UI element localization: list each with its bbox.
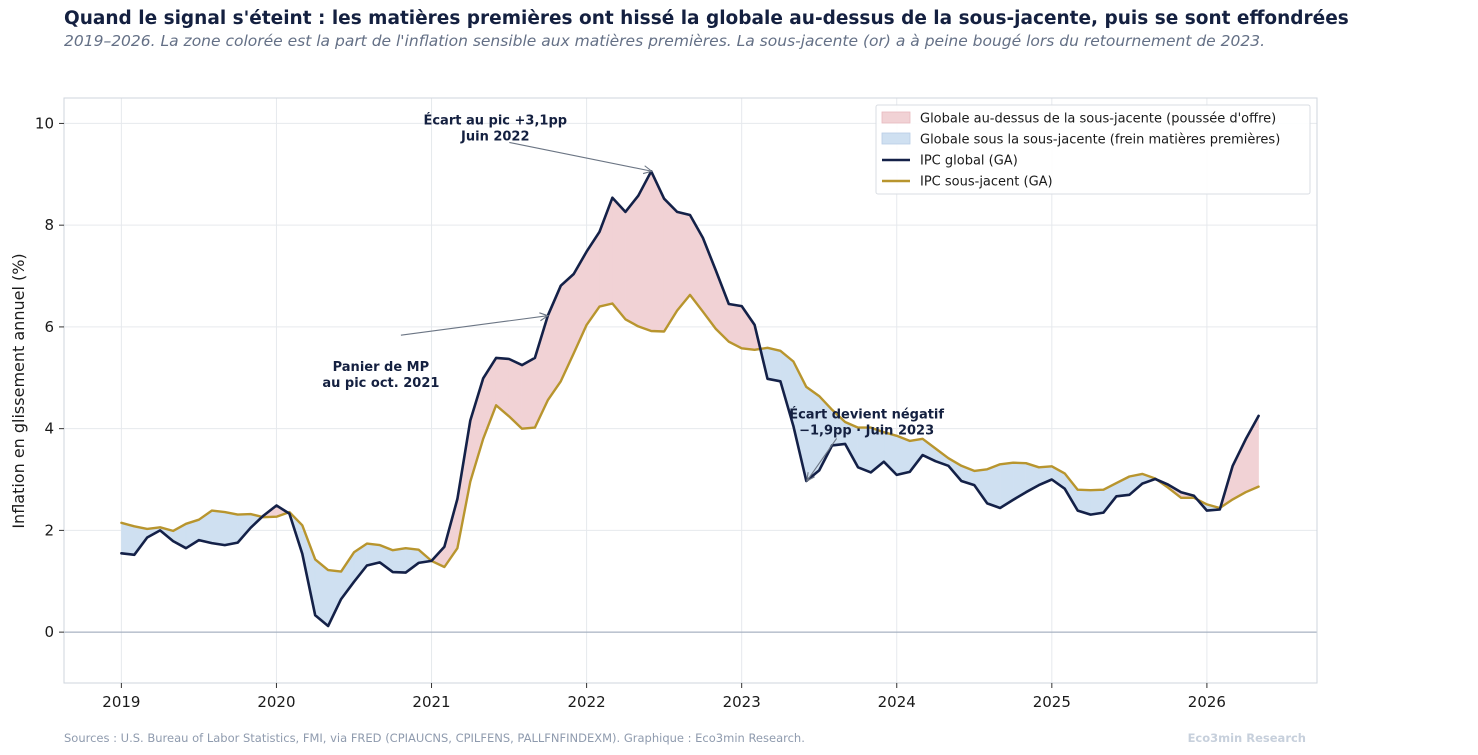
fill-below-segment	[224, 511, 238, 546]
legend-box	[875, 104, 1311, 195]
annotation-text: Panier de MP	[333, 360, 430, 375]
annotation-arrowhead	[539, 312, 550, 322]
fill-above-segment	[741, 305, 755, 351]
legend-item-above: Globale au-dessus de la sous-jacente (po…	[881, 111, 1276, 127]
annotation-text: −1,9pp · Juin 2023	[799, 423, 934, 438]
gap-fill-area	[121, 171, 1259, 627]
annotation-arrowhead	[642, 165, 653, 175]
legend: Globale au-dessus de la sous-jacente (po…	[875, 104, 1311, 195]
fill-below-segment	[909, 438, 923, 473]
legend-item-below: Globale sous la sous-jacente (frein mati…	[881, 132, 1280, 148]
legend-label: IPC global (GA)	[920, 154, 1018, 169]
y-axis-label: Inflation en glissement annuel (%)	[9, 253, 28, 528]
annotation-text: Juin 2022	[460, 129, 530, 144]
x-tick-label: 2020	[257, 693, 295, 711]
y-tick-label: 0	[44, 623, 54, 641]
annotation-arrow	[509, 141, 652, 172]
x-tick-label: 2025	[1033, 693, 1071, 711]
x-tick-label: 2024	[878, 693, 916, 711]
annotation-gap-negative: Écart devient négatif−1,9pp · Juin 2023	[789, 406, 944, 483]
x-tick-label: 2019	[102, 693, 140, 711]
legend-swatch	[881, 111, 911, 124]
fill-below-segment	[392, 547, 406, 573]
legend-label: Globale au-dessus de la sous-jacente (po…	[920, 112, 1276, 127]
brand-watermark: Eco3min Research	[1187, 731, 1306, 745]
fill-above-segment	[1232, 439, 1246, 500]
legend-swatch	[881, 132, 911, 145]
headline-cpi-line	[120, 170, 1260, 628]
y-tick-label: 4	[44, 420, 54, 438]
y-tick-label: 10	[35, 114, 54, 132]
x-tick-label: 2023	[723, 693, 761, 711]
x-tick-label: 2021	[412, 693, 450, 711]
annotation-arrowhead	[806, 472, 815, 483]
fill-above-segment	[625, 194, 639, 327]
chart-subtitle: 2019–2026. La zone colorée est la part d…	[64, 32, 1266, 50]
x-tick-label: 2022	[568, 693, 606, 711]
fill-below-segment	[896, 435, 910, 476]
annotation-text: Écart devient négatif	[789, 406, 944, 422]
axis-ticks: 2019 2020 2021 2022 2023 2024 2025 2026 0 2 4 6 8 10	[35, 114, 1226, 711]
annotation-arrow	[400, 315, 548, 336]
y-tick-label: 6	[44, 318, 54, 336]
x-tick-label: 2026	[1188, 693, 1226, 711]
annotation-text: au pic oct. 2021	[322, 376, 439, 391]
fill-below-segment	[986, 463, 1001, 509]
fill-above-segment	[521, 357, 536, 429]
chart-title: Quand le signal s'éteint : les matières …	[64, 8, 1349, 29]
fill-below-segment	[327, 569, 342, 627]
fill-below-segment	[1090, 489, 1104, 515]
core-cpi-line	[120, 293, 1260, 573]
fill-below-segment	[121, 522, 135, 556]
source-note: Sources : U.S. Bureau of Labor Statistic…	[64, 731, 805, 745]
grid	[64, 98, 1317, 683]
legend-label: Globale sous la sous-jacente (frein mati…	[920, 133, 1280, 148]
y-tick-label: 2	[44, 521, 54, 539]
fill-below-segment	[211, 510, 226, 546]
plot-frame	[63, 97, 1318, 684]
annotation-text: Écart au pic +3,1pp	[423, 112, 567, 128]
series-lines	[120, 170, 1260, 628]
fill-above-segment	[638, 171, 652, 332]
fill-above-segment	[470, 378, 484, 482]
y-tick-label: 8	[44, 216, 54, 234]
legend-item-core: IPC sous-jacent (GA)	[882, 175, 1053, 190]
legend-label: IPC sous-jacent (GA)	[920, 175, 1053, 190]
fill-below-segment	[767, 347, 781, 382]
fill-above-segment	[612, 197, 626, 320]
legend-item-headline: IPC global (GA)	[882, 154, 1018, 169]
annotation-arrow	[806, 438, 838, 482]
